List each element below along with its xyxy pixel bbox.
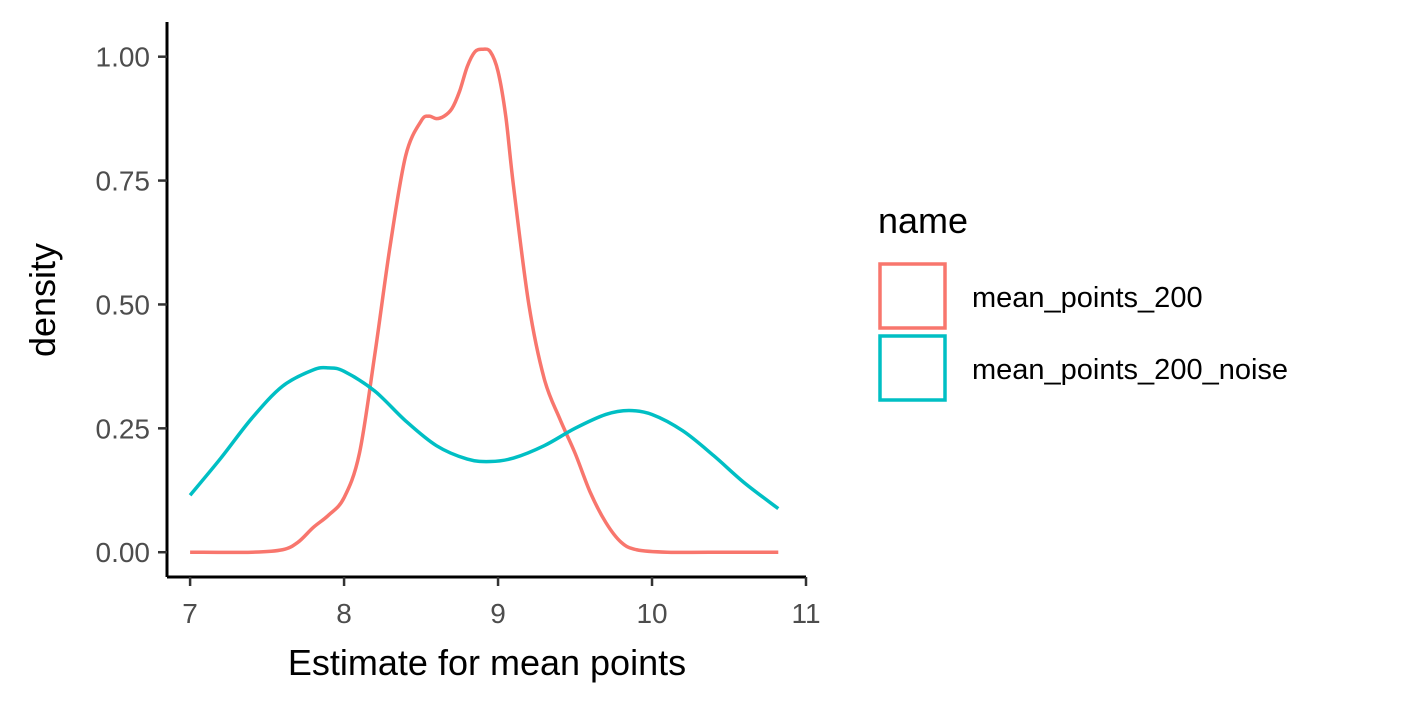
legend-label: mean_points_200_noise bbox=[972, 354, 1288, 386]
y-tick-label: 0.00 bbox=[96, 537, 151, 568]
x-axis-ticks: 7 8 9 10 11 bbox=[182, 577, 821, 629]
series-layer bbox=[188, 47, 780, 555]
density-line-mean-points-200 bbox=[190, 47, 779, 555]
legend-label: mean_points_200 bbox=[972, 282, 1203, 314]
x-tick-label: 10 bbox=[636, 598, 667, 629]
y-tick-label: 0.50 bbox=[96, 289, 151, 320]
density-line-mean-points-200-noise bbox=[188, 365, 780, 511]
legend-key-mean-points-200 bbox=[878, 262, 947, 330]
y-tick-label: 0.75 bbox=[96, 166, 151, 197]
legend: name mean_points_200 mean_points_200_nois… bbox=[878, 200, 1288, 402]
x-tick-label: 11 bbox=[791, 598, 820, 629]
x-tick-label: 7 bbox=[182, 598, 198, 629]
x-tick-label: 8 bbox=[336, 598, 352, 629]
y-axis-title: density bbox=[22, 243, 63, 357]
y-axis-ticks: 0.00 0.25 0.50 0.75 1.00 bbox=[96, 42, 167, 568]
legend-key-mean-points-200-noise bbox=[878, 334, 947, 402]
x-tick-label: 9 bbox=[490, 598, 506, 629]
y-tick-label: 0.25 bbox=[96, 413, 151, 444]
y-tick-label: 1.00 bbox=[96, 42, 151, 73]
x-axis-title: Estimate for mean points bbox=[288, 642, 686, 683]
legend-title: name bbox=[878, 200, 968, 241]
